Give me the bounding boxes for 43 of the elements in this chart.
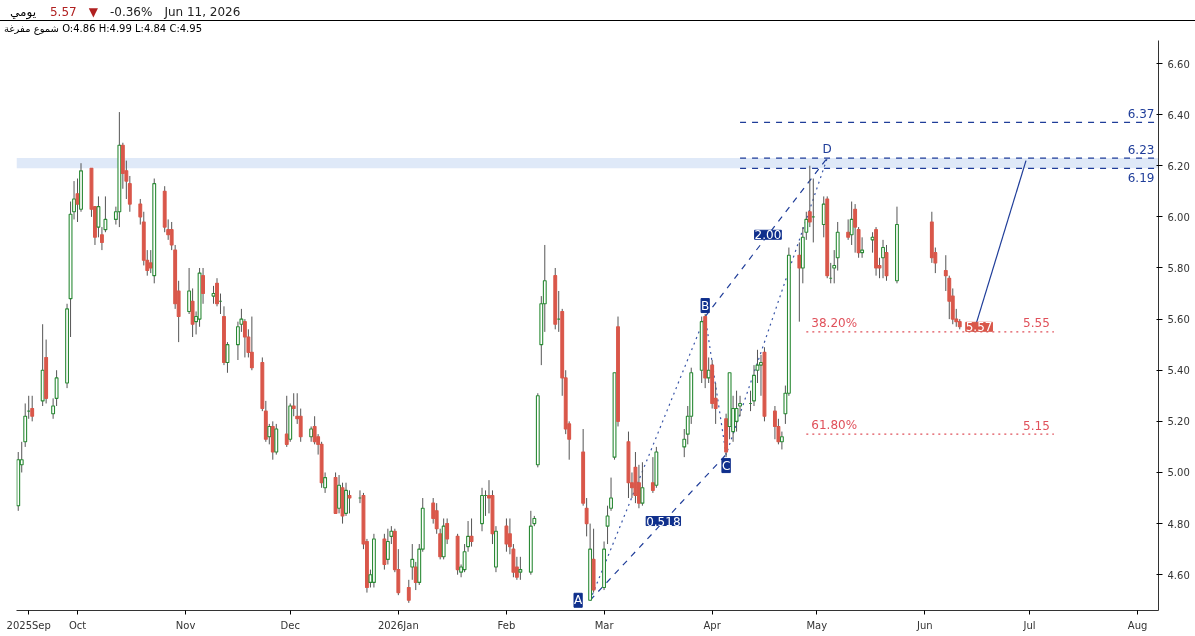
y-tick-label: 5.20 — [1167, 416, 1190, 428]
x-tick-label: Mar — [594, 619, 615, 631]
y-tick-label: 6.20 — [1167, 160, 1190, 172]
x-tick-label: May — [806, 619, 828, 631]
y-tick-label: 5.40 — [1167, 365, 1190, 377]
x-tick-label: 2026Jan — [377, 619, 419, 631]
x-tick-label: Jul — [1022, 619, 1036, 631]
x-tick-label: Oct — [68, 619, 87, 631]
chart-subtitle: شموع مفرغة O:4.86 H:4.99 L:4.84 C:4.95 — [4, 22, 203, 37]
x-tick-label: Feb — [497, 619, 516, 631]
annotation: 6.19 — [1127, 170, 1155, 185]
annotation: C — [721, 458, 731, 473]
annotation: 38.20% — [811, 315, 858, 330]
y-tick-label: 5.00 — [1167, 467, 1190, 479]
x-tick-label: Dec — [280, 619, 300, 631]
y-tick-label: 5.60 — [1167, 314, 1190, 326]
y-tick-label: 6.60 — [1167, 58, 1190, 70]
annotation: 5.57 — [965, 320, 993, 335]
x-tick-label: Apr — [703, 619, 722, 631]
annotation: 6.23 — [1127, 142, 1155, 157]
annotation: D — [822, 142, 832, 157]
text: Jun 11, 2026 — [164, 4, 241, 21]
y-tick-label: 4.60 — [1167, 569, 1190, 581]
annotation: 61.80% — [811, 418, 858, 433]
annotation: 2.00 — [754, 228, 782, 243]
chart-title: يومي — [10, 4, 36, 22]
annotation: 0.518 — [646, 514, 681, 529]
y-tick-label: 6.00 — [1167, 211, 1190, 223]
annotation: 6.37 — [1127, 106, 1155, 121]
text: 5.57 — [49, 4, 77, 21]
annotation: 5.55 — [1023, 316, 1050, 331]
y-tick-label: 5.80 — [1167, 262, 1190, 274]
text: ▼ — [88, 4, 98, 21]
y-tick-label: 6.40 — [1167, 109, 1190, 121]
annotation: A — [574, 593, 584, 608]
annotation: 5.15 — [1023, 418, 1050, 433]
text: -0.36% — [109, 4, 153, 21]
y-tick-label: 4.80 — [1167, 518, 1190, 530]
x-tick-label: 2025Sep — [6, 619, 51, 631]
x-tick-label: Jun — [916, 619, 933, 631]
annotation: B — [701, 298, 710, 313]
x-tick-label: Aug — [1127, 619, 1148, 631]
x-tick-label: Nov — [175, 619, 196, 631]
